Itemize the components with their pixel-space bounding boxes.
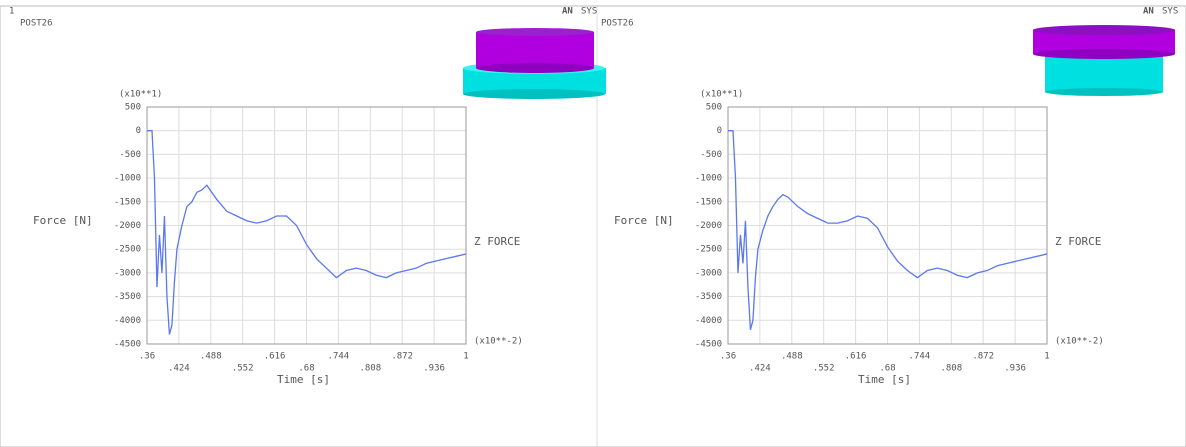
y-tick-label: -2000 — [114, 221, 141, 231]
logo: SYS — [581, 7, 597, 17]
x-tick-label: 1 — [1044, 352, 1049, 362]
y-axis-label: Force [N] — [614, 214, 674, 227]
y-multiplier: (x10**1) — [700, 90, 743, 100]
y-tick-label: -3000 — [114, 268, 141, 278]
y-tick-label: -3500 — [114, 292, 141, 302]
x-multiplier: (x10**-2) — [1055, 337, 1104, 347]
y-tick-label: -3500 — [695, 292, 722, 302]
x-tick-label: .616 — [845, 352, 867, 362]
y-tick-label: 0 — [717, 126, 722, 136]
legend-entry: Z FORCE — [474, 235, 520, 248]
x-tick-label: .616 — [264, 352, 286, 362]
y-tick-label: 0 — [136, 126, 141, 136]
x-tick-label: 1 — [463, 352, 468, 362]
logo: AN — [1143, 7, 1154, 17]
x-tick-label: .36 — [139, 352, 155, 362]
y-tick-label: -500 — [700, 150, 722, 160]
y-tick-label: -4000 — [114, 316, 141, 326]
x-tick-label: .936 — [423, 364, 445, 374]
screenshot: POST26 1 AN SYS 500 0 -500 -1000 -1500 -2000 -2500… — [0, 0, 1186, 447]
y-tick-label: -2000 — [695, 221, 722, 231]
x-tick-label: .36 — [720, 352, 736, 362]
y-tick-label: -500 — [119, 150, 141, 160]
x-tick-label: .424 — [749, 364, 771, 374]
x-tick-label: .872 — [391, 352, 413, 362]
x-tick-label: .808 — [940, 364, 962, 374]
y-axis-label: Force [N] — [33, 214, 93, 227]
cylinder-model — [463, 28, 606, 99]
y-tick-label: -1000 — [114, 174, 141, 184]
x-tick-label: .936 — [1004, 364, 1026, 374]
logo: SYS — [1162, 7, 1178, 17]
y-tick-label: -4500 — [114, 340, 141, 350]
x-tick-label: .872 — [972, 352, 994, 362]
x-tick-label: .488 — [200, 352, 222, 362]
y-tick-label: -3000 — [695, 268, 722, 278]
panel-number: 1 — [9, 7, 14, 17]
y-tick-label: -1500 — [695, 197, 722, 207]
y-tick-label: -2500 — [695, 245, 722, 255]
y-tick-label: -1000 — [695, 174, 722, 184]
x-tick-label: .552 — [232, 364, 254, 374]
y-tick-label: 500 — [125, 103, 141, 113]
legend-entry: Z FORCE — [1055, 235, 1101, 248]
x-axis-label: Time [s] — [277, 373, 330, 386]
logo: AN — [562, 7, 573, 17]
y-multiplier: (x10**1) — [119, 90, 162, 100]
chart-title: POST26 — [20, 19, 53, 29]
x-axis-label: Time [s] — [858, 373, 911, 386]
y-tick-label: -1500 — [114, 197, 141, 207]
x-tick-label: .744 — [909, 352, 931, 362]
y-tick-label: -2500 — [114, 245, 141, 255]
x-tick-label: .68 — [879, 364, 895, 374]
y-tick-label: 500 — [706, 103, 722, 113]
x-tick-label: .424 — [168, 364, 190, 374]
y-tick-label: -4000 — [695, 316, 722, 326]
cylinder-model — [1033, 25, 1175, 96]
y-tick-label: -4500 — [695, 340, 722, 350]
x-tick-label: .488 — [781, 352, 803, 362]
x-multiplier: (x10**-2) — [474, 337, 523, 347]
x-tick-label: .68 — [298, 364, 314, 374]
chart-title: POST26 — [601, 19, 634, 29]
x-tick-label: .552 — [813, 364, 835, 374]
x-tick-label: .744 — [328, 352, 350, 362]
x-tick-label: .808 — [359, 364, 381, 374]
